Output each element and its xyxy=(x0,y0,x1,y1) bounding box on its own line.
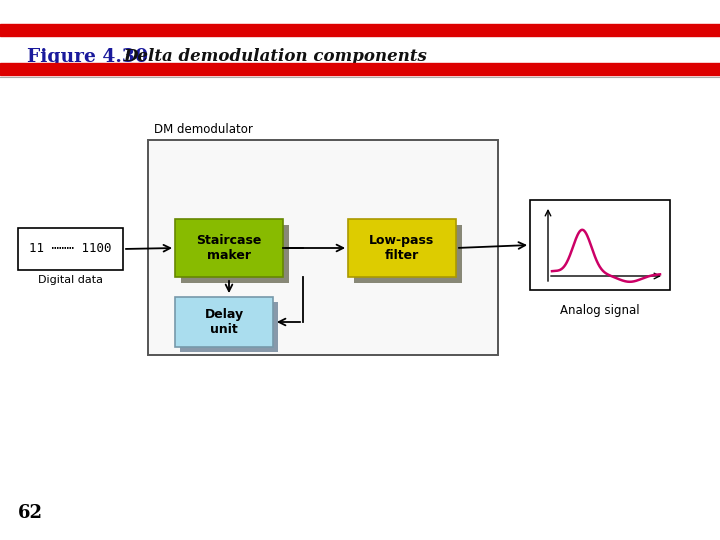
Text: Delta demodulation components: Delta demodulation components xyxy=(123,48,427,65)
Bar xyxy=(148,140,498,355)
Bar xyxy=(0,63,720,75)
Text: Staircase
maker: Staircase maker xyxy=(197,234,261,262)
Text: Delay
unit: Delay unit xyxy=(204,308,243,336)
Text: 11 ⋯⋯⋯ 1100: 11 ⋯⋯⋯ 1100 xyxy=(30,241,112,254)
Bar xyxy=(0,24,720,36)
Text: Digital data: Digital data xyxy=(38,275,103,285)
Text: DM demodulator: DM demodulator xyxy=(154,123,253,136)
Bar xyxy=(348,219,456,277)
Text: Analog signal: Analog signal xyxy=(560,304,640,317)
Text: Figure 4.30: Figure 4.30 xyxy=(27,48,148,66)
Text: Low-pass
filter: Low-pass filter xyxy=(369,234,435,262)
Bar xyxy=(180,302,278,352)
Bar xyxy=(181,225,289,283)
Bar xyxy=(18,228,123,270)
Bar xyxy=(530,200,670,290)
Bar xyxy=(175,219,283,277)
Text: 62: 62 xyxy=(18,504,43,522)
Bar xyxy=(175,297,273,347)
Bar xyxy=(354,225,462,283)
